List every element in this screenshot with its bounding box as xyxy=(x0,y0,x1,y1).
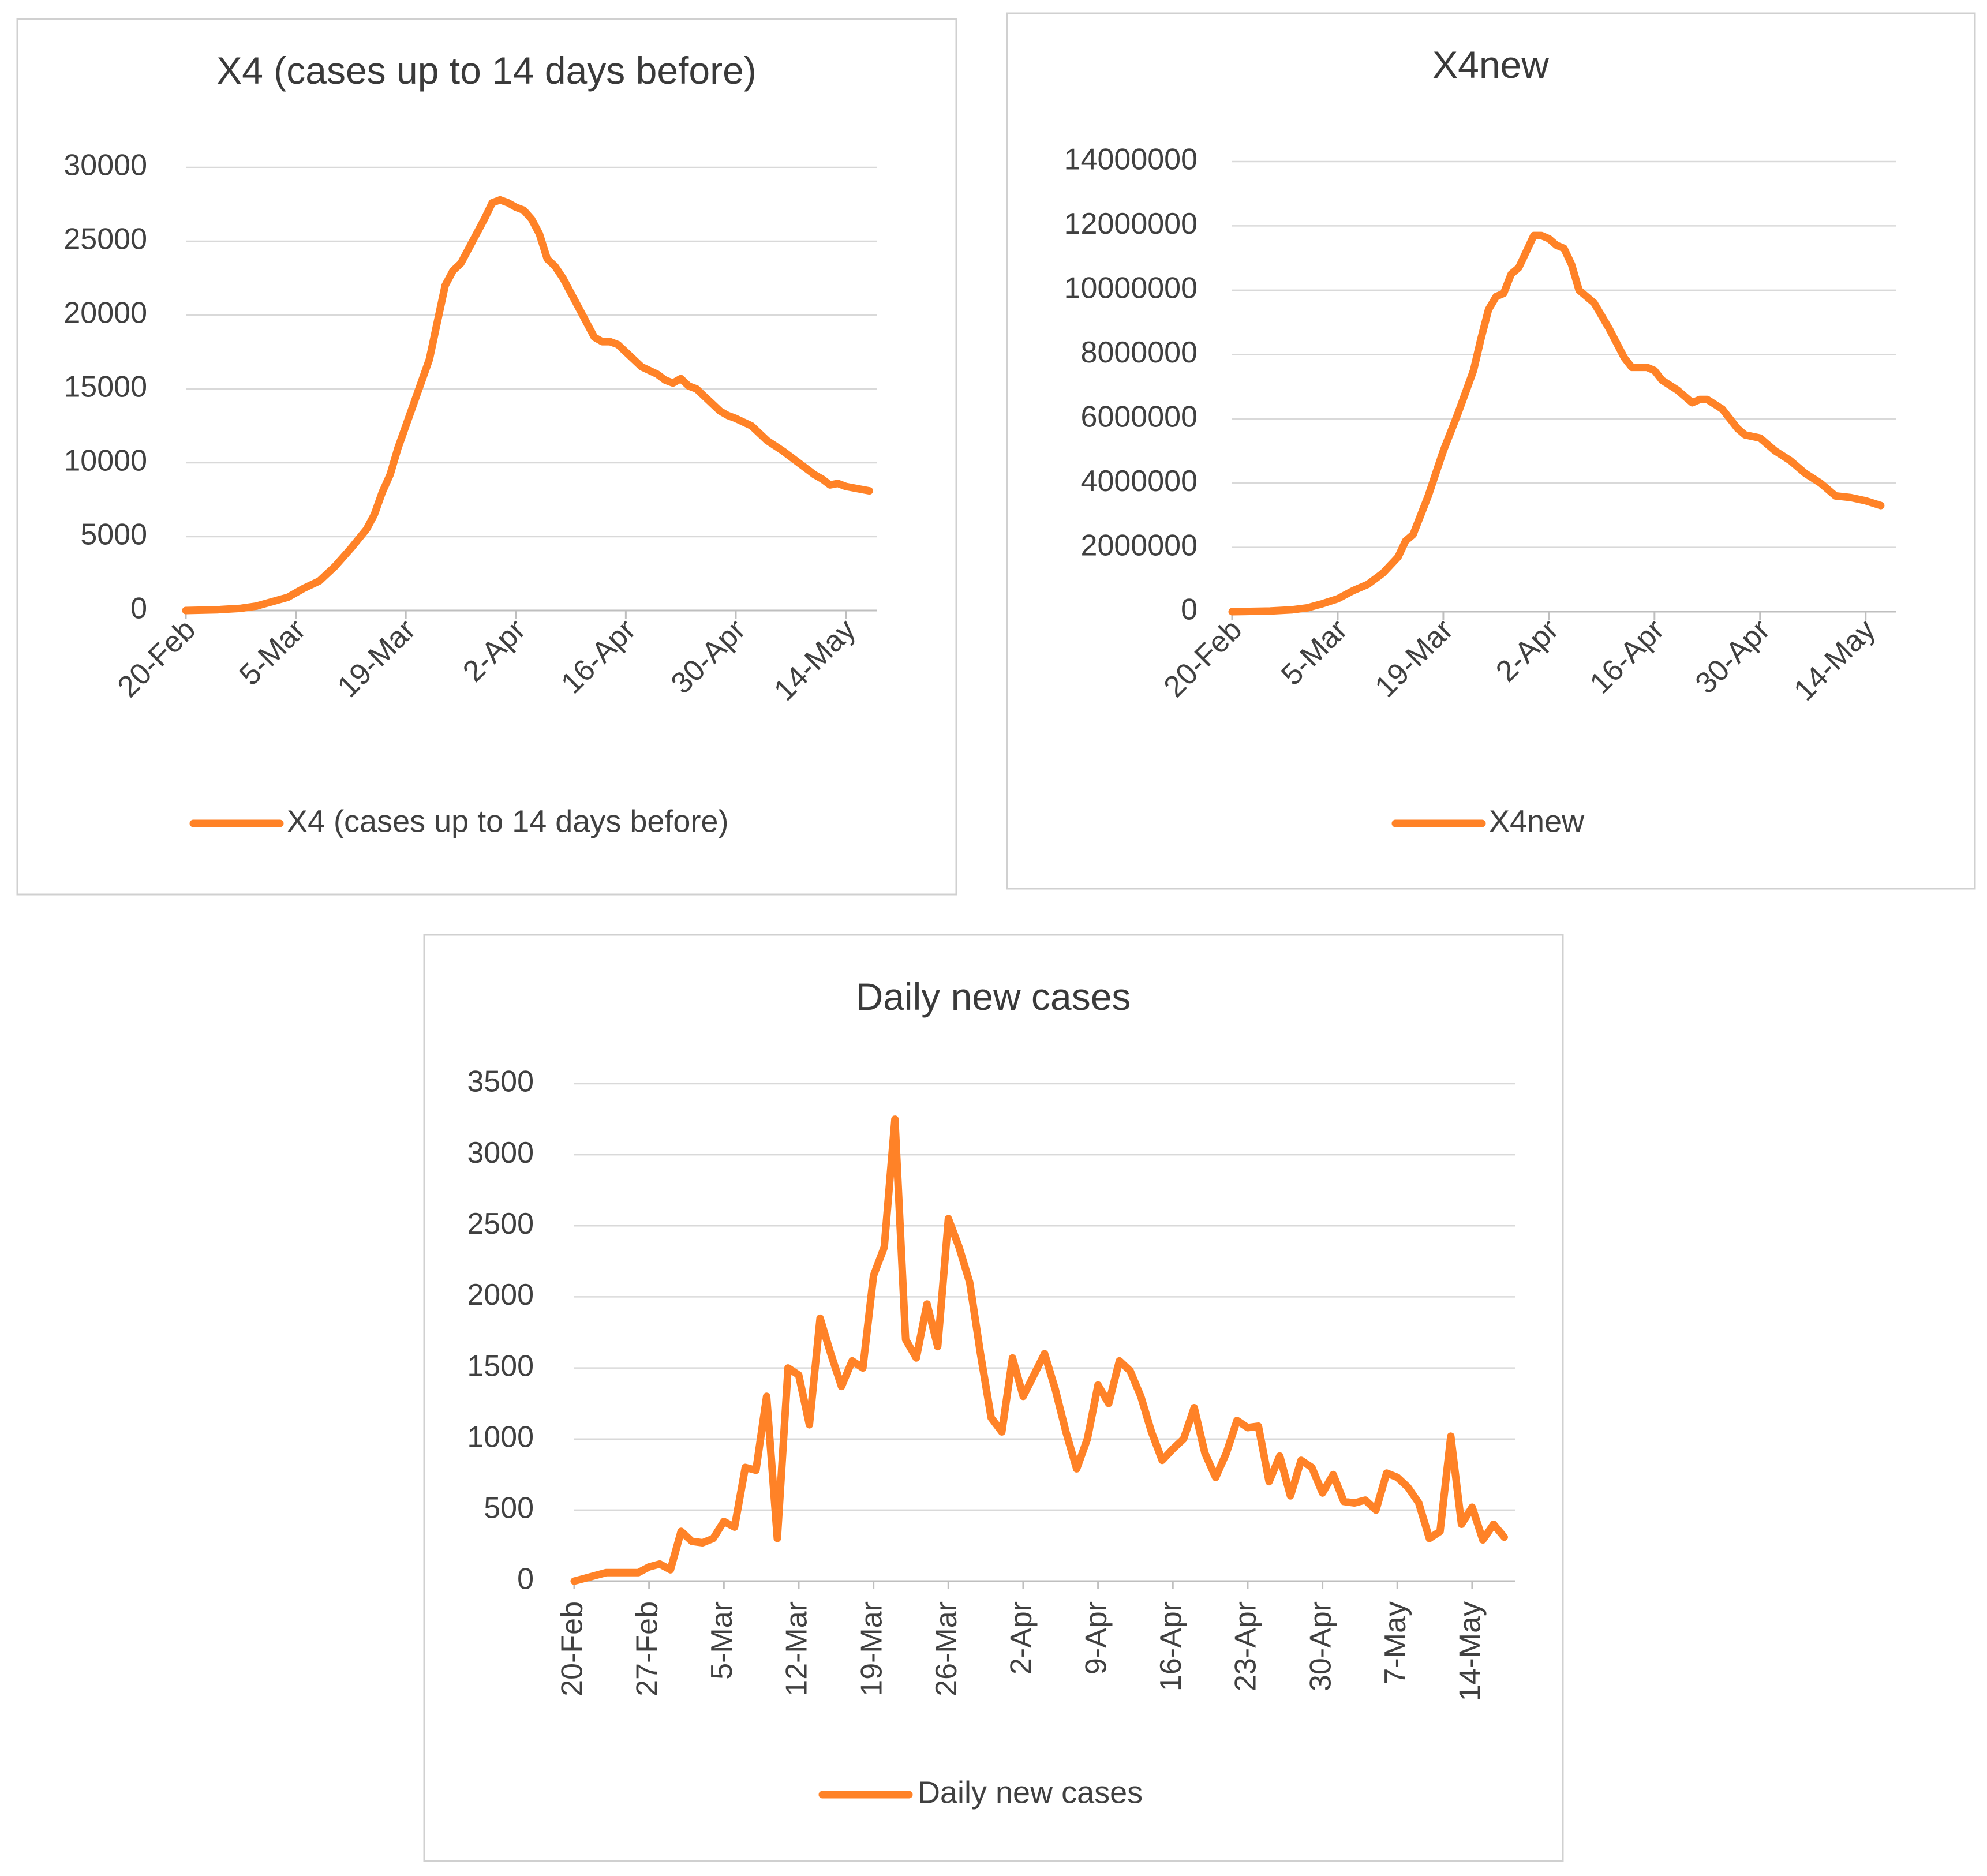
y-tick-label: 3500 xyxy=(467,1065,534,1099)
y-tick-label: 14000000 xyxy=(1064,143,1198,177)
chart-x4new-gridlines xyxy=(1232,160,1896,613)
chart-x4-title: X4 (cases up to 14 days before) xyxy=(216,49,757,92)
chart-x4new-y-axis-labels: 14000000 12000000 10000000 8000000 6000000 40… xyxy=(1064,143,1198,627)
chart-daily-x-axis-ticks xyxy=(573,1581,1473,1589)
y-tick-label: 4000000 xyxy=(1081,465,1198,498)
y-tick-label: 2000 xyxy=(467,1278,534,1312)
chart-x4new-title: X4new xyxy=(1432,43,1549,86)
chart-daily-panel xyxy=(423,934,1564,1862)
x-tick-label: 5-Mar xyxy=(705,1601,739,1680)
x-tick-label: 23-Apr xyxy=(1229,1601,1263,1691)
y-tick-label: 30000 xyxy=(63,149,147,182)
y-tick-label: 10000 xyxy=(63,444,147,478)
y-tick-label: 8000000 xyxy=(1081,336,1198,369)
y-tick-label: 12000000 xyxy=(1064,207,1198,241)
x-tick-label: 2-Apr xyxy=(1005,1601,1038,1675)
chart-daily-legend-label: Daily new cases xyxy=(918,1775,1143,1810)
chart-x4-y-axis-labels: 30000 25000 20000 15000 10000 5000 0 xyxy=(63,149,147,626)
x-tick-label: 30-Apr xyxy=(1304,1601,1337,1691)
x-tick-label: 16-Apr xyxy=(1154,1601,1188,1691)
y-tick-label: 3000 xyxy=(467,1136,534,1170)
chart-daily-new-cases: Daily new cases 3500 3000 2500 2000 1500 1000… xyxy=(423,934,1564,1862)
chart-daily-gridlines xyxy=(574,1083,1515,1582)
x-tick-label: 12-Mar xyxy=(780,1601,814,1697)
chart-x4-gridlines xyxy=(186,166,877,612)
y-tick-label: 2500 xyxy=(467,1207,534,1241)
y-tick-label: 20000 xyxy=(63,297,147,330)
chart-x4-legend-label: X4 (cases up to 14 days before) xyxy=(287,804,728,838)
y-tick-label: 0 xyxy=(517,1563,534,1596)
y-tick-label: 500 xyxy=(484,1492,534,1525)
chart-x4new-legend-label: X4new xyxy=(1489,804,1585,838)
x-tick-label: 20-Feb xyxy=(556,1601,589,1697)
y-tick-label: 1500 xyxy=(467,1349,534,1383)
y-tick-label: 6000000 xyxy=(1081,400,1198,433)
chart-daily-title: Daily new cases xyxy=(856,975,1131,1018)
y-tick-label: 10000000 xyxy=(1064,272,1198,305)
x-tick-label: 27-Feb xyxy=(630,1601,664,1697)
chart-daily-x-axis-labels: 20-Feb 27-Feb 5-Mar 12-Mar 19-Mar 26-Mar 2-Apr… xyxy=(556,1601,1487,1701)
x-tick-label: 14-May xyxy=(1454,1601,1487,1701)
x-tick-label: 7-May xyxy=(1379,1601,1412,1684)
chart-x4-panel xyxy=(16,18,957,896)
chart-x4-x-axis-ticks xyxy=(185,611,847,619)
chart-x4new-x-axis-ticks xyxy=(1231,612,1867,620)
chart-x4new-panel xyxy=(1006,12,1976,890)
y-tick-label: 2000000 xyxy=(1081,529,1198,562)
y-tick-label: 1000 xyxy=(467,1420,534,1454)
x-tick-label: 19-Mar xyxy=(855,1601,888,1697)
chart-daily-series-line xyxy=(570,1115,1508,1585)
chart-x4new: X4new 14000000 12000000 10000000 8000000 600… xyxy=(1006,12,1976,890)
y-tick-label: 0 xyxy=(1181,593,1198,627)
y-tick-label: 25000 xyxy=(63,223,147,256)
y-tick-label: 0 xyxy=(130,592,147,626)
y-tick-label: 5000 xyxy=(80,518,147,552)
chart-x4: X4 (cases up to 14 days before) 30000 250… xyxy=(16,18,957,896)
x-tick-label: 9-Apr xyxy=(1079,1601,1113,1675)
chart-x4new-series-line xyxy=(1228,231,1885,616)
chart-x4-series-line xyxy=(182,196,873,615)
y-tick-label: 15000 xyxy=(63,370,147,404)
chart-daily-y-axis-labels: 3500 3000 2500 2000 1500 1000 500 0 xyxy=(467,1065,534,1596)
x-tick-label: 26-Mar xyxy=(930,1601,963,1697)
